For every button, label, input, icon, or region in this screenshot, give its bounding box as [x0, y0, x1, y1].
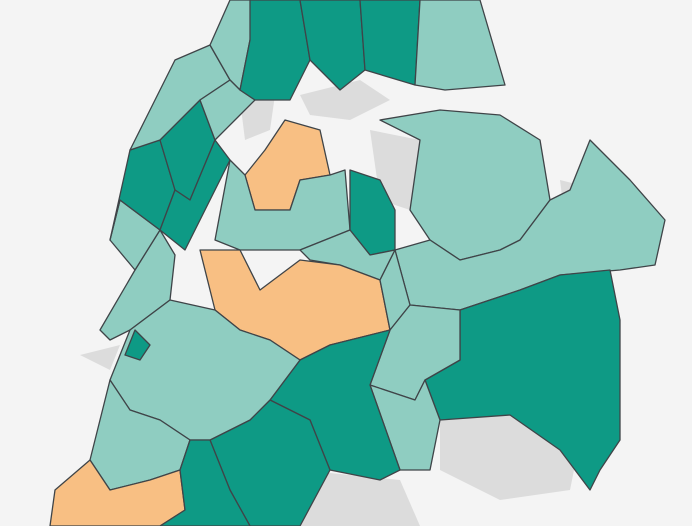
map-region-medium[interactable] [214, 159, 351, 251]
map-region-high[interactable] [299, 0, 366, 91]
park-or-water-area [80, 345, 120, 370]
park-or-water-area [300, 80, 390, 120]
zip-regions-layer [49, 0, 666, 526]
map-region-high[interactable] [124, 329, 151, 361]
map-region-medium[interactable] [414, 0, 506, 91]
map-region-high[interactable] [159, 439, 251, 526]
